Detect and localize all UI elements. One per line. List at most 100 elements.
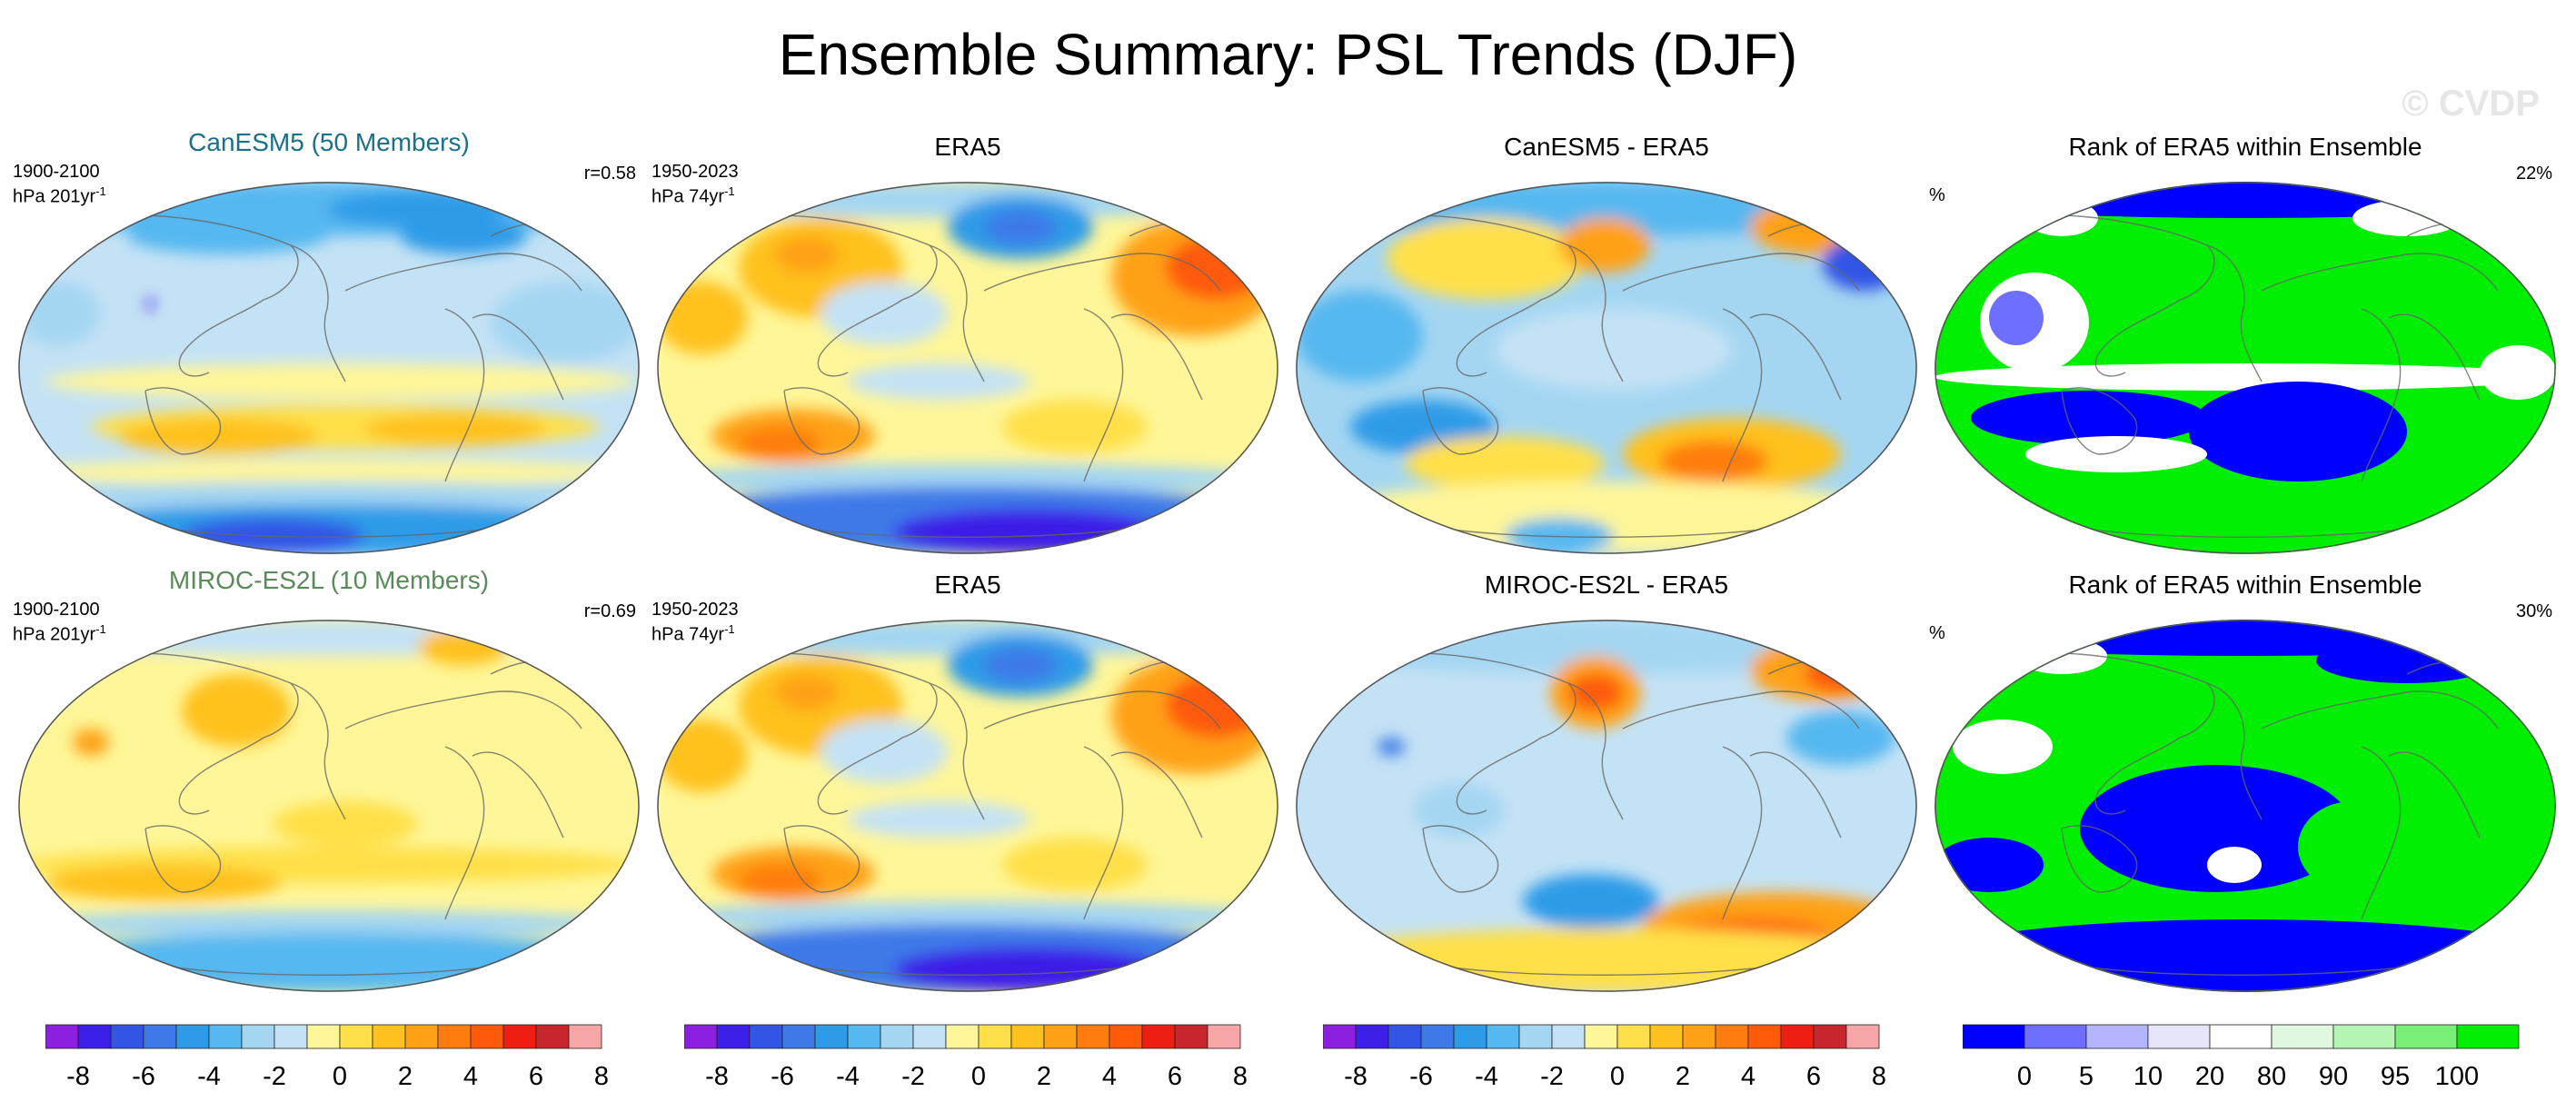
units-label: hPa 74yr	[651, 186, 725, 207]
coastline-segment	[983, 690, 1221, 730]
coastline-segment	[2388, 751, 2481, 839]
field-region	[2316, 638, 2498, 683]
panel-title: Rank of ERA5 within Ensemble	[2068, 571, 2422, 599]
coastline-segment	[444, 308, 485, 482]
map-obs-row2	[657, 620, 1278, 992]
map-model-row1	[18, 182, 640, 554]
coastlines	[729, 214, 1230, 538]
field-region	[984, 647, 1057, 683]
map-diff-row1	[1296, 182, 1917, 554]
colorbar-box	[1076, 1024, 1110, 1049]
field-region	[127, 218, 327, 254]
field-region	[18, 933, 640, 992]
colorbar-box	[684, 1024, 718, 1049]
field-region	[893, 509, 1166, 554]
coastline-segment	[472, 751, 564, 839]
panel-title: CanESM5 - ERA5	[1504, 133, 1709, 161]
colorbar-box	[1551, 1024, 1586, 1049]
field-region	[848, 363, 1029, 400]
colorbar-tick-label: 95	[2381, 1062, 2410, 1091]
colorbar-box	[470, 1024, 504, 1049]
colorbar-box	[749, 1024, 783, 1049]
map-border	[18, 620, 640, 992]
field-region	[1405, 436, 1605, 491]
colorbar-tick-label: 6	[1806, 1062, 1821, 1091]
field-region	[1002, 400, 1148, 454]
colorbar-tick-label: -2	[901, 1062, 925, 1091]
field-region	[1971, 391, 2207, 445]
panel-model-row2: MIROC-ES2L (10 Members) 1900-2100 hPa 20…	[11, 565, 647, 992]
panel-diff-row2: MIROC-ES2L - ERA5	[1288, 565, 1925, 992]
field-region	[1934, 919, 2556, 992]
field-region	[400, 218, 527, 254]
field-region	[1505, 518, 1614, 554]
correlation-label: r=0.58	[583, 164, 636, 184]
colorbar-tick-label: -6	[1409, 1062, 1433, 1091]
panel-period-units: 1900-2100 hPa 201yr-1	[13, 600, 106, 645]
field-region	[1934, 620, 2556, 656]
panel-diff-row1: CanESM5 - ERA5	[1288, 127, 1925, 554]
coastline-segment	[1422, 387, 1499, 455]
units-sup: -1	[724, 184, 735, 198]
colorbar-box	[274, 1024, 308, 1049]
coastline-segment	[90, 652, 299, 815]
figure-title: Ensemble Summary: PSL Trends (DJF)	[778, 22, 1798, 87]
period-label: 1950-2023	[651, 162, 739, 182]
colorbar-box	[306, 1024, 341, 1049]
field-region	[182, 674, 291, 747]
correlation-label: r=0.69	[583, 601, 636, 621]
colorbar-box	[45, 1024, 79, 1049]
coastline-segment	[1431, 964, 1787, 976]
colorbar-box	[1010, 1024, 1045, 1049]
field-region	[2207, 847, 2262, 883]
colorbar-tick-label: 2	[1676, 1062, 1690, 1091]
coastline-segment	[792, 526, 1149, 538]
coastlines	[1368, 652, 1869, 976]
field-region	[2025, 436, 2207, 472]
coastline-segment	[929, 682, 985, 820]
coastline-segment	[344, 253, 582, 292]
colorbar-tick-label: 0	[1610, 1062, 1625, 1091]
field-region	[1496, 309, 1732, 391]
colorbar-tick-label: -6	[132, 1062, 155, 1091]
panel-title: ERA5	[934, 571, 1001, 599]
field-region	[2352, 200, 2462, 236]
coastline-segment	[2206, 682, 2263, 820]
coastline-segment	[1083, 746, 1124, 920]
colorbar-rank: 0 5 10 20 80 90 95 100	[1963, 1024, 2520, 1091]
field-region	[1786, 710, 1895, 765]
coastline-segment	[144, 387, 222, 455]
field-region	[1659, 441, 1768, 482]
rank-pct: 22%	[2515, 164, 2552, 184]
colorbar-box	[2271, 1024, 2334, 1049]
field-region	[2298, 801, 2407, 892]
map-border	[1934, 620, 2556, 992]
coastline-segment	[2061, 387, 2138, 455]
coastline-segment	[1567, 244, 1624, 382]
field-region	[273, 801, 418, 847]
coastline-segment	[729, 652, 938, 815]
map-rank-row1	[1934, 182, 2556, 554]
panel-title: ERA5	[934, 133, 1001, 161]
field-region	[821, 282, 948, 345]
coastline-segment	[2261, 690, 2499, 730]
colorbar-box	[1174, 1024, 1208, 1049]
colorbar-box	[2209, 1024, 2273, 1049]
coastline-segment	[2388, 313, 2481, 401]
field-region	[1934, 363, 2556, 391]
field-region	[1934, 838, 2044, 892]
colorbar-box	[1207, 1024, 1241, 1049]
colorbar-box	[535, 1024, 570, 1049]
coastline-segment	[1749, 313, 1842, 401]
colorbar-box	[1813, 1024, 1847, 1049]
coastline-segment	[2070, 526, 2426, 538]
colorbar-tick-label: -4	[1475, 1062, 1498, 1091]
coastline-segment	[1368, 214, 1576, 377]
coastline-segment	[154, 526, 510, 538]
colorbar-box	[241, 1024, 275, 1049]
field-region	[18, 482, 640, 509]
colorbar-tick-label: 0	[2017, 1062, 2032, 1091]
colorbar-box	[2147, 1024, 2211, 1049]
coastlines	[2006, 652, 2508, 976]
colorbar-tick-label: -8	[705, 1062, 729, 1091]
